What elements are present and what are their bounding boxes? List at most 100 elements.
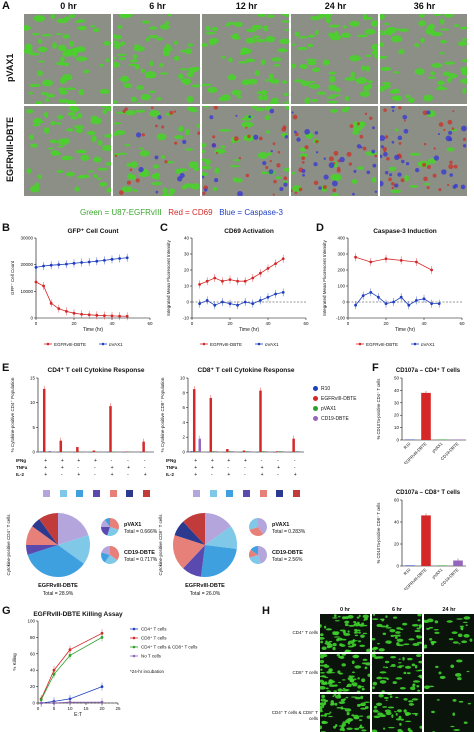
red-cell bbox=[427, 165, 431, 169]
green-cell bbox=[146, 37, 150, 41]
green-cell bbox=[77, 176, 87, 179]
legend-marker bbox=[133, 646, 136, 649]
bar bbox=[196, 451, 198, 452]
red-cell bbox=[448, 164, 453, 169]
x-tick-label: 20 bbox=[99, 706, 105, 711]
red-cell bbox=[151, 106, 154, 109]
h-cell bbox=[390, 696, 393, 698]
green-cell bbox=[74, 187, 79, 192]
red-cell bbox=[384, 150, 386, 152]
green-cell bbox=[349, 21, 359, 27]
green-cell bbox=[42, 34, 52, 37]
green-cell bbox=[264, 79, 274, 82]
h-cell bbox=[348, 630, 350, 633]
h-micrograph bbox=[424, 694, 474, 732]
green-cell bbox=[145, 76, 155, 78]
blue-cell bbox=[314, 162, 318, 166]
x-tick-label: R10 bbox=[403, 567, 412, 576]
green-cell bbox=[34, 15, 46, 22]
h-cell bbox=[335, 724, 337, 727]
green-cell bbox=[55, 122, 62, 124]
legend-item: CD19-DBTE bbox=[313, 416, 349, 422]
y-tick-label: 10 bbox=[180, 376, 186, 381]
micrograph bbox=[202, 14, 289, 104]
green-cell bbox=[57, 170, 64, 173]
combo-sign: - bbox=[61, 472, 63, 478]
combo-sign: + bbox=[194, 465, 197, 471]
green-cell bbox=[61, 156, 73, 161]
green-cell bbox=[351, 71, 355, 77]
green-cell bbox=[438, 86, 443, 90]
h-cell bbox=[348, 615, 354, 619]
panel-h-label: H bbox=[262, 605, 270, 617]
bar bbox=[265, 451, 267, 452]
green-cell bbox=[42, 80, 53, 87]
y-tick-label: 0 bbox=[186, 300, 189, 305]
y-tick-label: 10 bbox=[184, 284, 190, 289]
h-cell bbox=[361, 705, 366, 706]
green-cell bbox=[267, 14, 275, 17]
combo-sign: + bbox=[44, 458, 47, 464]
row-label-pvax1: pVAX1 bbox=[5, 54, 15, 82]
h-cell bbox=[339, 701, 345, 704]
red-cell bbox=[452, 110, 454, 112]
y-axis-label: Integrated Mean Fluorescent Intensity bbox=[166, 239, 171, 315]
combo-sign: + bbox=[94, 458, 97, 464]
green-cell bbox=[117, 54, 127, 56]
data-point bbox=[126, 256, 129, 259]
h-cell bbox=[343, 698, 346, 700]
data-point bbox=[267, 267, 270, 270]
green-cell bbox=[178, 128, 183, 132]
combo-sign: - bbox=[261, 458, 263, 464]
blue-cell bbox=[402, 115, 407, 120]
green-cell bbox=[382, 82, 391, 85]
green-cell bbox=[391, 28, 401, 30]
combo-sign: + bbox=[144, 472, 147, 478]
green-cell bbox=[258, 152, 268, 159]
bar bbox=[453, 561, 463, 567]
data-point bbox=[95, 314, 98, 317]
footnote: *24-hr incubation bbox=[130, 669, 165, 674]
green-cell bbox=[140, 150, 150, 156]
blue-cell bbox=[438, 133, 440, 135]
green-cell bbox=[157, 133, 167, 140]
green-cell bbox=[38, 60, 45, 62]
legend-label: R10 bbox=[321, 386, 330, 392]
red-cell bbox=[438, 188, 441, 191]
red-cell bbox=[115, 155, 117, 157]
blue-cell bbox=[209, 115, 213, 119]
h-cell bbox=[321, 721, 326, 724]
green-cell bbox=[390, 90, 397, 94]
h-cell bbox=[428, 686, 434, 688]
red-cell bbox=[363, 147, 367, 151]
legend-item: pVAX1 bbox=[313, 406, 336, 412]
legend-label: pVAX1 bbox=[109, 342, 123, 346]
h-cell bbox=[357, 704, 361, 707]
green-cell bbox=[414, 43, 419, 47]
green-cell bbox=[410, 153, 421, 156]
h-cell bbox=[414, 630, 420, 632]
red-cell bbox=[365, 113, 367, 115]
micrograph bbox=[113, 106, 200, 196]
green-cell bbox=[328, 72, 336, 75]
h-cell bbox=[435, 620, 439, 623]
data-point bbox=[229, 278, 232, 281]
blue-cell bbox=[324, 175, 329, 180]
combo-sign: + bbox=[111, 472, 114, 478]
green-cell bbox=[364, 29, 375, 35]
series-line bbox=[356, 257, 432, 270]
green-cell bbox=[114, 35, 122, 40]
bar bbox=[262, 451, 264, 452]
green-cell bbox=[394, 129, 398, 132]
h-cell bbox=[390, 656, 396, 658]
blue-cell bbox=[212, 143, 217, 148]
data-point bbox=[369, 261, 372, 264]
green-cell bbox=[105, 58, 109, 62]
green-cell bbox=[295, 32, 300, 37]
x-tick-label: 60 bbox=[147, 321, 153, 326]
green-cell bbox=[180, 50, 185, 53]
green-cell bbox=[274, 64, 280, 67]
